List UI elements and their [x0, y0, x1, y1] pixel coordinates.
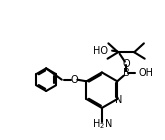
Text: O: O	[71, 75, 78, 85]
Text: OH: OH	[138, 68, 153, 78]
Text: O: O	[122, 59, 130, 69]
Text: HO: HO	[93, 46, 108, 56]
Text: N: N	[115, 95, 122, 105]
Text: B: B	[123, 68, 130, 78]
Text: H$_2$N: H$_2$N	[92, 118, 112, 131]
